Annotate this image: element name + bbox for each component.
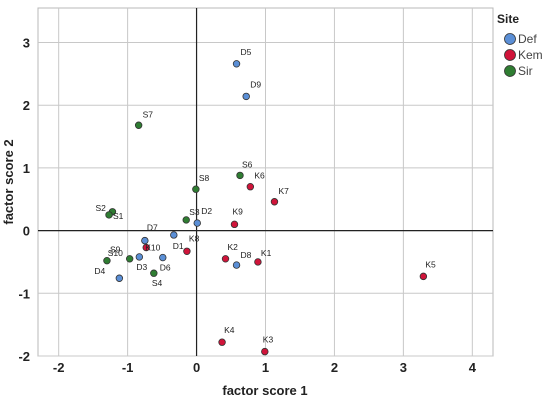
data-point-s8 — [192, 185, 200, 193]
point-label-d2: D2 — [201, 206, 212, 216]
data-point-k6 — [246, 183, 255, 191]
point-label-s2: S2 — [95, 203, 106, 213]
point-label-s6: S6 — [242, 159, 253, 169]
point-label-k3: K3 — [263, 335, 274, 345]
y-tick-label: -2 — [18, 349, 30, 364]
data-point-d2 — [193, 219, 201, 227]
point-label-s10: S10 — [108, 248, 123, 258]
point-label-k6: K6 — [254, 171, 265, 181]
data-point-d8 — [232, 261, 241, 269]
data-point-k2 — [221, 255, 230, 263]
point-label-s8: S8 — [199, 173, 210, 183]
reference-lines — [38, 8, 493, 356]
x-tick-label: 3 — [400, 360, 407, 375]
legend-label-kem: Kem — [518, 48, 543, 62]
data-point-k4 — [218, 338, 226, 346]
data-point-s6 — [236, 171, 244, 180]
x-tick-label: 2 — [331, 360, 338, 375]
data-point-s1 — [105, 211, 113, 219]
legend-marker-kem — [504, 49, 516, 61]
y-tick-label: 0 — [23, 224, 30, 239]
data-point-d7 — [141, 236, 149, 245]
data-point-k9 — [230, 220, 239, 229]
point-label-k1: K1 — [261, 248, 272, 258]
data-point-k10 — [142, 243, 150, 252]
data-point-d3 — [135, 253, 144, 261]
data-point-s9 — [103, 256, 111, 265]
point-label-d3: D3 — [136, 262, 147, 272]
point-label-k7: K7 — [278, 186, 289, 196]
point-label-s4: S4 — [152, 278, 163, 288]
legend-label-sir: Sir — [518, 64, 533, 78]
point-label-d1: D1 — [173, 241, 184, 251]
data-point-d4 — [115, 274, 124, 282]
point-label-k5: K5 — [425, 259, 436, 269]
x-tick-label: 1 — [262, 360, 269, 375]
tick-labels: -2 -1 0 1 2 3 4 -2 -1 0 1 2 3 — [18, 35, 476, 375]
data-point-s4 — [150, 269, 158, 277]
data-point-s10 — [125, 255, 134, 263]
data-point-k5 — [419, 272, 428, 281]
y-tick-label: 3 — [23, 35, 30, 50]
point-label-k2: K2 — [228, 242, 239, 252]
data-point-k1 — [254, 258, 262, 266]
x-axis-title: factor score 1 — [222, 383, 307, 398]
point-label-k8: K8 — [189, 233, 200, 243]
point-label-d8: D8 — [241, 250, 252, 260]
data-point-d1 — [170, 231, 178, 239]
point-label-k10: K10 — [145, 243, 160, 253]
data-point-d9 — [242, 92, 250, 101]
point-label-d4: D4 — [94, 266, 105, 276]
data-point-k8 — [183, 247, 191, 255]
x-tick-label: 0 — [193, 360, 200, 375]
legend-marker-sir — [504, 65, 516, 77]
x-tick-label: -2 — [53, 360, 65, 375]
point-label-s9: S9 — [110, 245, 121, 255]
legend-title: Site — [497, 12, 519, 26]
point-label-s3: S3 — [189, 207, 200, 217]
y-axis-title: factor score 2 — [1, 139, 16, 224]
point-label-s7: S7 — [143, 109, 154, 119]
data-points — [103, 60, 428, 356]
x-tick-label: 4 — [469, 360, 477, 375]
data-point-d5 — [232, 60, 241, 68]
y-tick-label: -1 — [18, 286, 30, 301]
y-tick-label: 2 — [23, 98, 30, 113]
data-point-k7 — [270, 198, 279, 206]
data-point-s7 — [134, 121, 143, 129]
legend-marker-def — [504, 33, 516, 45]
y-tick-label: 1 — [23, 161, 30, 176]
point-label-d9: D9 — [250, 79, 261, 89]
data-point-k3 — [261, 347, 269, 356]
point-label-k4: K4 — [224, 325, 235, 335]
point-labels: D5 D9 D2 D7 D1 D8 D3 D6 D4 K6 K7 K9 K8 K10 K2 K1 K5 K4 K3 S… — [94, 47, 436, 345]
data-point-s3 — [182, 216, 190, 224]
legend: Site Def Kem Sir — [497, 12, 543, 78]
data-point-d6 — [159, 253, 167, 262]
point-label-d6: D6 — [160, 263, 171, 273]
point-label-d5: D5 — [241, 47, 252, 57]
point-label-d7: D7 — [147, 223, 158, 233]
point-label-k9: K9 — [232, 206, 243, 216]
x-tick-label: -1 — [122, 360, 134, 375]
point-label-s1: S1 — [113, 211, 124, 221]
legend-label-def: Def — [518, 32, 537, 46]
